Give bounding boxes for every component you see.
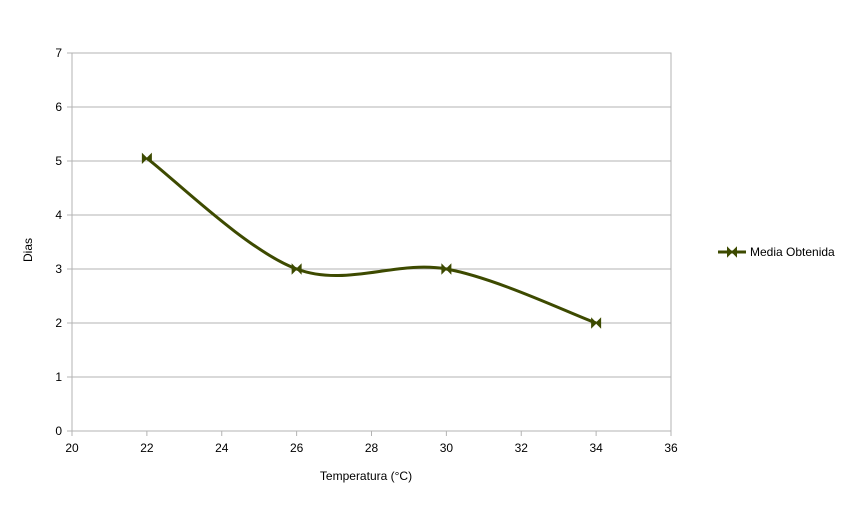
y-tick-label: 0 <box>55 424 62 438</box>
data-point-marker <box>441 263 452 275</box>
series-layer <box>141 152 602 329</box>
plot-area-border <box>71 52 672 432</box>
x-tick-label: 22 <box>140 441 154 455</box>
grid-layer <box>72 52 671 378</box>
x-tick-label: 24 <box>215 441 229 455</box>
data-point-marker <box>141 152 152 165</box>
y-axis-label: Dias <box>21 238 35 262</box>
x-tick-label: 36 <box>664 441 678 455</box>
x-tick-label: 26 <box>290 441 304 455</box>
y-tick-label: 5 <box>55 154 62 168</box>
legend-label: Media Obtenida <box>750 245 835 259</box>
legend-marker-icon <box>727 246 737 258</box>
series-line <box>145 157 597 325</box>
x-axis-label: Temperatura (°C) <box>320 469 412 483</box>
axes-layer <box>67 52 672 436</box>
y-tick-label: 6 <box>55 100 62 114</box>
data-point-marker <box>291 263 302 275</box>
x-tick-label: 32 <box>515 441 529 455</box>
x-tick-label: 34 <box>589 441 603 455</box>
data-point-marker <box>591 317 602 329</box>
y-tick-label: 3 <box>55 262 62 276</box>
y-tick-label: 1 <box>55 370 62 384</box>
legend: Media Obtenida <box>718 245 835 259</box>
y-tick-label: 7 <box>55 46 62 60</box>
y-tick-label: 4 <box>55 208 62 222</box>
x-tick-label: 30 <box>440 441 454 455</box>
x-tick-label: 28 <box>365 441 379 455</box>
x-tick-label: 20 <box>65 441 79 455</box>
y-tick-label: 2 <box>55 316 62 330</box>
